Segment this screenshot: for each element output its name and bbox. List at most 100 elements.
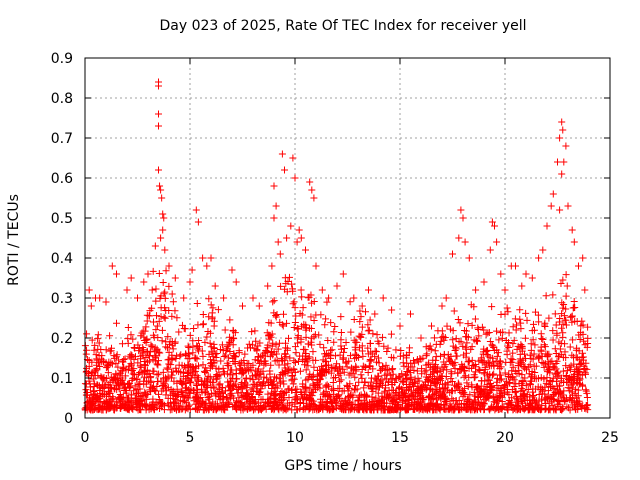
data-point (82, 368, 90, 376)
data-point (171, 404, 179, 412)
data-point (322, 358, 330, 366)
data-point (146, 348, 154, 356)
data-point (155, 82, 162, 90)
data-point (421, 368, 429, 376)
data-point (251, 327, 259, 335)
data-point (517, 341, 525, 349)
data-point (499, 328, 507, 336)
data-point (506, 378, 514, 386)
data-point (251, 344, 259, 352)
data-point (550, 404, 558, 412)
data-point (447, 375, 455, 383)
data-point (501, 310, 509, 318)
data-point (237, 401, 245, 409)
data-point (307, 291, 315, 299)
data-point (111, 401, 119, 409)
data-point (528, 327, 536, 335)
data-point (504, 406, 512, 414)
data-point (284, 360, 292, 368)
data-point (371, 352, 379, 360)
data-point (573, 394, 581, 402)
data-point (161, 314, 169, 322)
data-point (312, 311, 320, 319)
data-point (360, 384, 368, 392)
data-point (465, 358, 473, 366)
data-point (449, 359, 457, 367)
data-point (441, 394, 449, 402)
data-point (378, 365, 386, 373)
data-point (209, 304, 217, 312)
data-point (221, 326, 229, 334)
data-point (177, 378, 185, 386)
data-point (321, 368, 329, 376)
data-point (531, 308, 539, 316)
data-point (169, 345, 177, 353)
x-tick-label: 10 (286, 430, 304, 446)
data-point (319, 356, 327, 364)
data-point (379, 294, 387, 302)
data-point (489, 342, 497, 350)
data-point (301, 361, 309, 369)
data-point (576, 375, 584, 383)
data-point (166, 406, 174, 414)
data-point (541, 343, 549, 351)
data-point (583, 393, 591, 401)
data-point (521, 404, 529, 412)
data-point (199, 321, 207, 329)
data-point (405, 386, 413, 394)
data-point (153, 345, 161, 353)
data-point (106, 389, 114, 397)
data-point (576, 335, 584, 343)
data-point (478, 323, 486, 331)
data-point (152, 326, 160, 334)
data-point (532, 362, 540, 370)
data-point (291, 304, 299, 312)
data-point (157, 304, 165, 312)
data-point (302, 366, 310, 374)
data-point (192, 392, 200, 400)
data-point (459, 393, 467, 401)
data-point (569, 377, 577, 385)
data-point (554, 353, 562, 361)
data-point (372, 375, 380, 383)
data-point (534, 311, 542, 319)
data-point (388, 397, 396, 405)
data-point (552, 377, 560, 385)
data-point (441, 380, 449, 388)
data-point (509, 323, 517, 331)
data-point (250, 400, 258, 408)
data-point (339, 270, 347, 278)
data-point (92, 351, 100, 359)
data-point (247, 366, 255, 374)
data-point (87, 400, 95, 408)
data-point (239, 302, 246, 310)
data-point (336, 364, 344, 372)
data-point (141, 373, 149, 381)
data-point (560, 300, 568, 308)
data-point (351, 404, 359, 412)
data-point (459, 214, 467, 222)
data-point (480, 278, 488, 286)
data-point (559, 126, 567, 134)
data-point (285, 393, 293, 401)
data-point (358, 302, 366, 310)
data-point (554, 397, 562, 405)
data-point (422, 386, 430, 394)
data-point (138, 329, 146, 337)
data-point (483, 346, 491, 354)
chart-title: Day 023 of 2025, Rate Of TEC Index for r… (159, 18, 526, 34)
data-point (292, 312, 300, 320)
data-point (200, 377, 208, 385)
data-point (186, 331, 194, 339)
data-point (187, 378, 195, 386)
data-point (559, 320, 567, 328)
data-point (401, 394, 409, 402)
data-point (541, 396, 549, 404)
data-point (323, 298, 331, 306)
data-point (161, 288, 169, 296)
data-point (385, 405, 393, 413)
data-point (528, 393, 536, 401)
data-point (546, 369, 554, 377)
data-point (278, 397, 286, 405)
data-point (552, 321, 560, 329)
